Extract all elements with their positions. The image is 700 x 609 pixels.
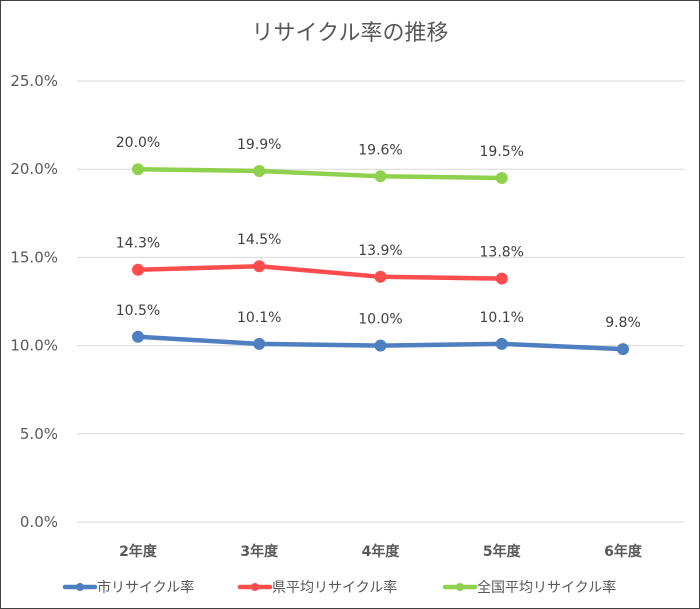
- x-tick-label: 6年度: [604, 543, 643, 560]
- chart-title: リサイクル率の推移: [252, 21, 449, 46]
- data-label: 13.9%: [358, 243, 402, 259]
- legend-marker-icon: [251, 583, 259, 591]
- data-point[interactable]: [495, 172, 508, 185]
- series-0: 10.5% 10.1% 10.0% 10.1% 9.8%: [116, 303, 641, 356]
- data-label: 19.6%: [358, 142, 402, 158]
- data-label: 10.5%: [116, 303, 160, 319]
- data-point[interactable]: [374, 270, 387, 283]
- legend-item[interactable]: 全国平均リサイクル率: [442, 579, 616, 596]
- x-tick-label: 2年度: [119, 543, 158, 560]
- data-label: 10.1%: [237, 310, 281, 326]
- legend-marker-icon: [76, 583, 84, 591]
- data-label: 9.8%: [605, 315, 641, 331]
- data-label: 19.5%: [480, 144, 524, 160]
- x-tick-label: 5年度: [483, 543, 522, 560]
- y-tick-label: 20.0%: [10, 160, 58, 178]
- legend-label: 全国平均リサイクル率: [477, 579, 616, 596]
- legend-marker-icon: [456, 583, 464, 591]
- data-point[interactable]: [132, 263, 144, 276]
- data-label: 10.0%: [358, 312, 402, 328]
- data-point[interactable]: [495, 272, 508, 285]
- data-point[interactable]: [495, 337, 508, 350]
- x-tick-label: 3年度: [240, 543, 279, 560]
- series-line: [137, 166, 502, 181]
- legend-item[interactable]: 県平均リサイクル率: [237, 579, 397, 596]
- y-tick-label: 25.0%: [10, 72, 58, 90]
- data-label: 10.1%: [480, 310, 524, 326]
- series-1: 14.3% 14.5% 13.9% 13.8%: [116, 232, 524, 285]
- data-label: 14.5%: [237, 232, 281, 248]
- y-tick-label: 15.0%: [10, 248, 58, 266]
- data-point[interactable]: [253, 260, 266, 273]
- legend-item[interactable]: 市リサイクル率: [62, 579, 194, 596]
- legend-label: 市リサイクル率: [97, 579, 194, 596]
- data-label: 13.8%: [480, 245, 524, 261]
- y-tick-label: 0.0%: [20, 513, 58, 531]
- data-point[interactable]: [374, 170, 387, 183]
- series-2: 20.0% 19.9% 19.6% 19.5%: [116, 135, 524, 185]
- data-point[interactable]: [253, 164, 266, 177]
- data-point[interactable]: [617, 343, 629, 356]
- y-tick-label: 5.0%: [20, 425, 58, 443]
- series-line: [137, 263, 502, 281]
- data-label: 20.0%: [116, 135, 160, 151]
- y-tick-label: 10.0%: [10, 337, 58, 355]
- data-point[interactable]: [132, 163, 144, 176]
- data-point[interactable]: [374, 339, 387, 352]
- data-point[interactable]: [132, 330, 144, 343]
- legend-label: 県平均リサイクル率: [272, 579, 397, 596]
- data-label: 14.3%: [116, 236, 160, 252]
- data-point[interactable]: [253, 337, 266, 350]
- x-tick-label: 4年度: [362, 543, 401, 560]
- data-label: 19.9%: [237, 137, 281, 153]
